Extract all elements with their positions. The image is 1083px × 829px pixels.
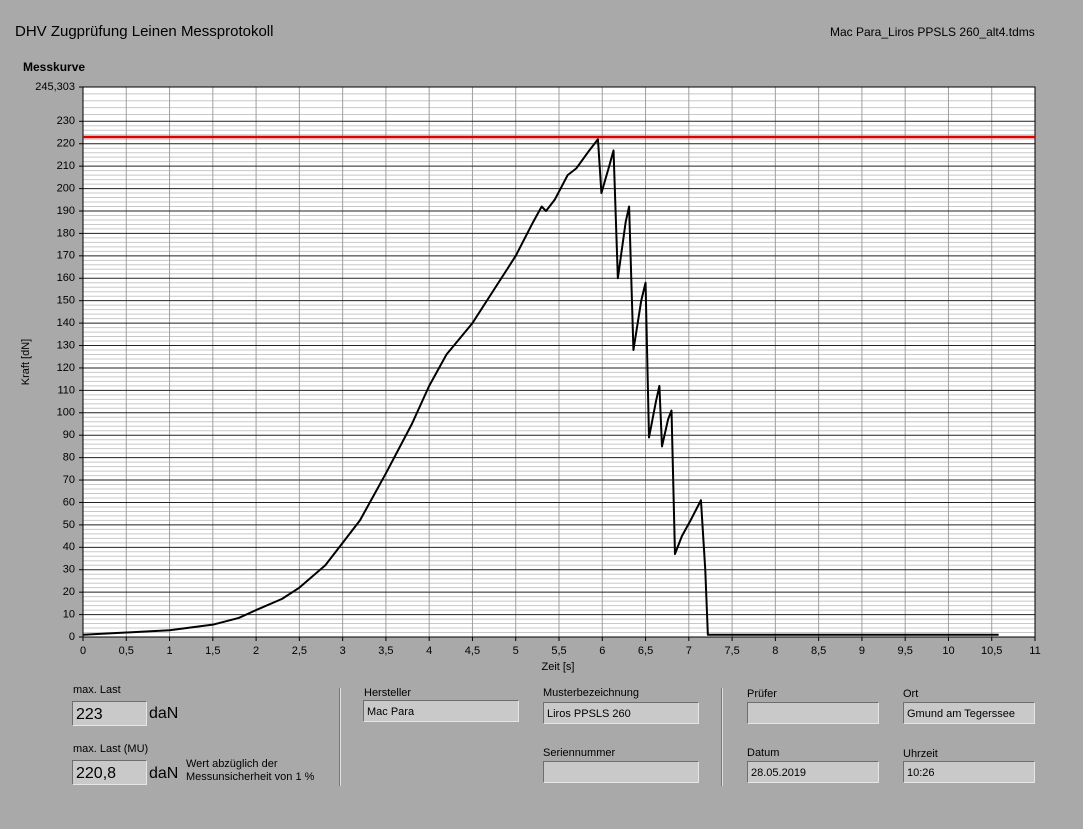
x-tick-label: 6 <box>599 645 605 657</box>
y-tick-label: 180 <box>57 227 75 239</box>
max-load-mu-unit: daN <box>149 765 179 782</box>
y-tick-label: 230 <box>57 115 75 127</box>
x-tick-label: 0,5 <box>119 645 134 657</box>
y-tick-label: 90 <box>63 429 75 441</box>
y-tick-label: 0 <box>69 631 75 643</box>
file-name: Mac Para_Liros PPSLS 260_alt4.tdms <box>830 25 1035 39</box>
text-field[interactable]: Gmund am Tegerssee <box>903 702 1035 724</box>
field-label: Musterbezeichnung <box>543 687 640 699</box>
field-label: Uhrzeit <box>903 748 938 760</box>
x-tick-label: 11 <box>1029 645 1040 657</box>
y-tick-label: 40 <box>63 541 75 553</box>
max-load-mu-label: max. Last (MU) <box>73 743 149 755</box>
x-tick-label: 1 <box>166 645 172 657</box>
x-tick-label: 6,5 <box>638 645 653 657</box>
chart-title: Messkurve <box>23 60 85 74</box>
x-axis-label: Zeit [s] <box>541 661 574 673</box>
x-tick-label: 2 <box>253 645 259 657</box>
note: Wert abzüglich der <box>186 758 278 770</box>
y-tick-label: 10 <box>63 608 75 620</box>
x-tick-label: 4,5 <box>465 645 480 657</box>
field-label: Seriennummer <box>543 747 616 759</box>
max-load-unit: daN <box>149 705 179 722</box>
y-tick-label: 170 <box>57 250 75 262</box>
y-tick-label: 120 <box>57 362 75 374</box>
x-tick-label: 8,5 <box>811 645 826 657</box>
separator <box>339 688 341 786</box>
field-label: Datum <box>747 747 780 759</box>
x-tick-label: 5,5 <box>551 645 566 657</box>
x-tick-label: 5 <box>513 645 519 657</box>
x-tick-label: 7 <box>686 645 692 657</box>
text-field[interactable]: 28.05.2019 <box>747 761 879 783</box>
y-tick-label: 60 <box>63 496 75 508</box>
y-tick-label: 150 <box>57 295 75 307</box>
y-tick-label: 140 <box>57 317 75 329</box>
y-tick-label: 130 <box>57 339 75 351</box>
field-label: Hersteller <box>364 687 412 699</box>
x-tick-label: 1,5 <box>205 645 220 657</box>
max-load-mu-field[interactable]: 220,8 <box>72 760 147 785</box>
y-tick-label: 245,303 <box>35 81 75 93</box>
field-label: Prüfer <box>747 688 777 700</box>
app-title: DHV Zugprüfung Leinen Messprotokoll <box>15 23 274 40</box>
text-field[interactable] <box>747 702 879 724</box>
y-tick-label: 100 <box>57 407 75 419</box>
note: Messunsicherheit von 1 % <box>186 771 315 783</box>
y-tick-label: 190 <box>57 205 75 217</box>
y-tick-label: 220 <box>57 138 75 150</box>
x-tick-label: 9,5 <box>898 645 913 657</box>
text-field[interactable]: 10:26 <box>903 761 1035 783</box>
max-load-label: max. Last <box>73 684 121 696</box>
y-tick-label: 70 <box>63 474 75 486</box>
data-line <box>82 138 999 636</box>
x-tick-label: 7,5 <box>724 645 739 657</box>
max-load-field[interactable]: 223 <box>72 701 147 726</box>
y-tick-label: 110 <box>57 384 75 396</box>
x-tick-label: 2,5 <box>292 645 307 657</box>
text-field[interactable]: Mac Para <box>363 700 519 722</box>
y-tick-label: 30 <box>63 564 75 576</box>
y-tick-label: 200 <box>57 182 75 194</box>
x-tick-label: 10 <box>942 645 954 657</box>
y-tick-label: 20 <box>63 586 75 598</box>
x-tick-label: 0 <box>80 645 86 657</box>
text-field[interactable] <box>543 761 699 783</box>
x-tick-label: 10,5 <box>981 645 1002 657</box>
x-tick-label: 3 <box>340 645 346 657</box>
x-tick-label: 8 <box>772 645 778 657</box>
separator <box>721 688 723 786</box>
x-tick-label: 3,5 <box>378 645 393 657</box>
text-field[interactable]: Liros PPSLS 260 <box>543 702 699 724</box>
x-tick-label: 4 <box>426 645 432 657</box>
y-tick-label: 80 <box>63 452 75 464</box>
x-tick-label: 9 <box>859 645 865 657</box>
chart: Messkurve Zeit [s] Kraft [dN] 0 0,5 1 1,5 2 2… <box>20 60 1041 673</box>
y-tick-label: 160 <box>57 272 75 284</box>
field-label: Ort <box>903 688 919 700</box>
y-axis-label: Kraft [dN] <box>20 339 32 385</box>
plot-frame <box>82 86 1036 638</box>
y-tick-label: 50 <box>63 519 75 531</box>
y-tick-label: 210 <box>57 160 75 172</box>
